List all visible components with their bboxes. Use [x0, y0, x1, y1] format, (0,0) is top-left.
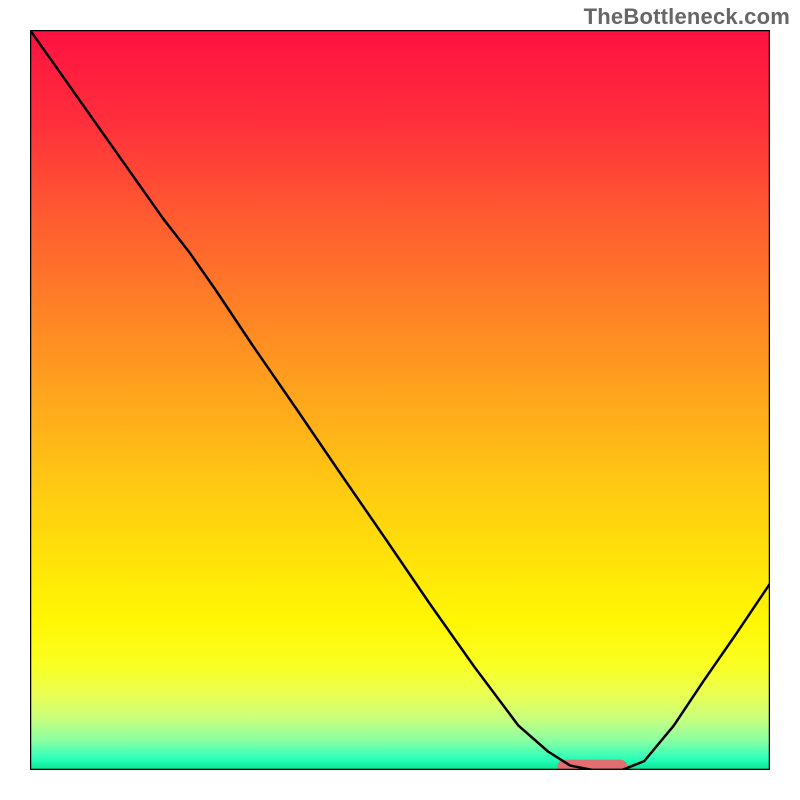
gradient-background	[30, 30, 770, 770]
plot-area	[30, 30, 770, 770]
watermark-text: TheBottleneck.com	[584, 4, 790, 30]
figure: TheBottleneck.com	[0, 0, 800, 800]
bottleneck-curve-chart	[30, 30, 770, 770]
